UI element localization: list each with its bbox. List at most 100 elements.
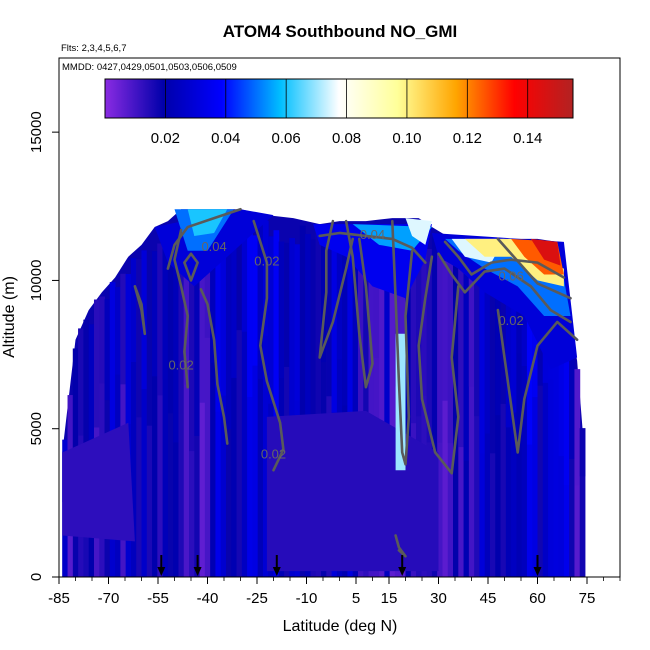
heatmap-column-upper	[437, 254, 443, 443]
heatmap-column-upper	[162, 236, 169, 380]
contour-line	[133, 285, 147, 336]
heatmap-column	[336, 244, 343, 577]
heatmap-column-upper	[215, 209, 222, 412]
heatmap-column-upper	[484, 256, 491, 434]
heatmap-column-upper	[416, 241, 422, 417]
heatmap-column-upper	[299, 225, 306, 437]
heatmap-column-upper	[120, 273, 127, 385]
heatmap-column-upper	[400, 232, 406, 428]
x-tick-label: 60	[529, 590, 546, 607]
heatmap-region	[530, 238, 561, 266]
heatmap-column-upper	[352, 226, 359, 417]
contour-line	[443, 240, 566, 279]
heatmap-column-upper	[326, 244, 332, 397]
heatmap-column-upper	[67, 395, 74, 490]
x-tick-label: 75	[579, 590, 596, 607]
heatmap-column-upper	[305, 234, 311, 444]
x-tick-label: -70	[98, 590, 120, 607]
heatmap-column	[247, 227, 253, 577]
heatmap-column-upper	[278, 241, 285, 379]
heatmap-column-upper	[342, 244, 348, 406]
heatmap-column-upper	[310, 239, 317, 424]
contour-line	[252, 219, 285, 472]
heatmap-column	[453, 254, 459, 577]
heatmap-column-upper	[115, 287, 121, 375]
dates-label: MMDD: 0427,0429,0501,0503,0506,0509	[62, 62, 237, 73]
heatmap-column-upper	[347, 247, 354, 436]
heatmap-column	[125, 274, 132, 577]
heatmap-column-upper	[500, 243, 507, 404]
heatmap-column	[162, 236, 169, 577]
heatmap-column-upper	[410, 246, 417, 424]
heatmap-column	[157, 243, 164, 577]
y-axis: 0 5000 10000 15000	[28, 111, 59, 581]
plot-area: 0.04 0.02 0.04 0.06 0.02 0.02 0.02	[62, 207, 586, 577]
x-tick-label: -25	[246, 590, 268, 607]
heatmap-column-upper	[99, 296, 105, 384]
heatmap-column-upper	[252, 235, 259, 366]
heatmap-column-upper	[563, 328, 570, 486]
heatmap-column-upper	[109, 282, 116, 456]
x-tick-label: -55	[147, 590, 169, 607]
contour-line	[417, 255, 460, 475]
contour-line	[173, 228, 189, 389]
profile-markers	[157, 555, 542, 576]
contour-labels: 0.04 0.02 0.04 0.06 0.02 0.02 0.02	[168, 227, 523, 461]
heatmap-column	[278, 241, 285, 577]
colorbar-tick-label: 0.02	[151, 130, 180, 147]
heatmap-column-upper	[178, 226, 185, 414]
heatmap-column-upper	[468, 263, 475, 387]
heatmap-column-upper	[268, 236, 274, 404]
x-axis: -85 -70 -55 -40 -25 -10 5 15 30 45 60 75	[48, 577, 621, 607]
heatmap-column-upper	[558, 275, 565, 457]
heatmap-column	[268, 236, 274, 577]
heatmap-column-upper	[72, 348, 79, 461]
heatmap-column-upper	[363, 247, 369, 442]
contour-line	[318, 219, 354, 359]
x-tick-label: 5	[352, 590, 360, 607]
heatmap-region	[62, 422, 135, 542]
heatmap-column-upper	[167, 247, 174, 414]
colorbar-tick-label: 0.06	[272, 130, 301, 147]
heatmap-column-upper	[315, 227, 322, 441]
heatmap-column	[542, 265, 549, 577]
heatmap-column	[532, 240, 538, 577]
heatmap-column	[284, 242, 290, 577]
contour-label: 0.02	[254, 254, 279, 269]
heatmap-column	[236, 221, 243, 577]
heatmap-column-upper	[231, 216, 237, 378]
contour-line	[496, 308, 579, 454]
heatmap-column-upper	[458, 263, 464, 448]
heatmap-column	[442, 261, 449, 577]
heatmap-column-upper	[505, 262, 512, 428]
heatmap-column-upper	[526, 245, 533, 445]
colorbar-gradient	[104, 78, 574, 119]
heatmap-column-upper	[294, 244, 301, 401]
heatmap-column-upper	[257, 222, 264, 379]
contour-label: 0.04	[360, 227, 385, 242]
heatmap-column-upper	[236, 221, 243, 331]
chart-title: ATOM4 Southbound NO_GMI	[223, 22, 458, 41]
contour-line	[199, 288, 229, 445]
contour-line	[318, 231, 427, 264]
heatmap-region	[464, 238, 564, 287]
heatmap-column-upper	[574, 369, 581, 486]
heatmap-column-upper	[321, 238, 327, 363]
heatmap-column	[294, 244, 301, 577]
heatmap-column	[579, 428, 586, 577]
contour-line	[183, 252, 199, 282]
heatmap-column	[500, 243, 507, 577]
heatmap-column	[183, 209, 190, 577]
y-tick-label: 5000	[28, 412, 45, 445]
heatmap-column-upper	[189, 217, 195, 452]
x-tick-label: 30	[430, 590, 447, 607]
x-tick-label: 15	[381, 590, 398, 607]
heatmap-column	[468, 263, 475, 577]
heatmap-column-upper	[479, 252, 486, 454]
heatmap-column-upper	[130, 258, 137, 362]
heatmap-column-upper	[173, 238, 179, 443]
heatmap-column-upper	[136, 258, 142, 418]
heatmap-column-upper	[88, 324, 95, 460]
heatmap-column-upper	[83, 319, 90, 473]
